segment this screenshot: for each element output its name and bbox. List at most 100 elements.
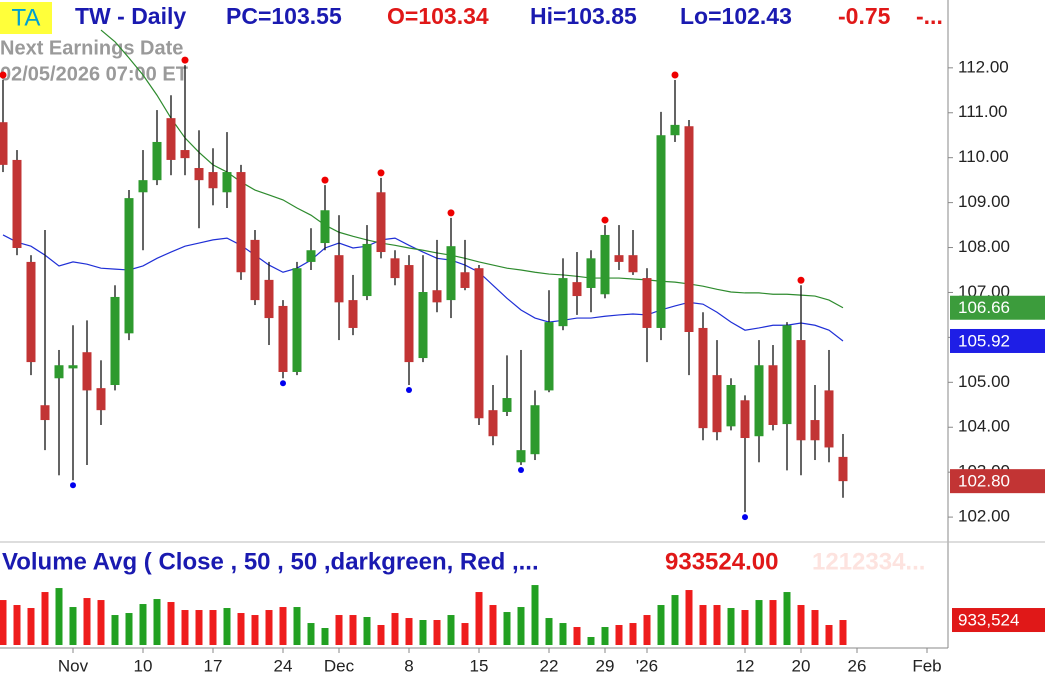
candle-body: [544, 322, 554, 391]
last-value-label: 102.80: [958, 472, 1010, 491]
volume-bar: [97, 600, 105, 645]
volume-bar: [419, 620, 427, 645]
candle-body: [250, 239, 260, 301]
x-tick-label: Dec: [324, 656, 355, 675]
candle-body: [138, 180, 148, 193]
candle-body: [110, 296, 120, 386]
volume-bar: [377, 625, 385, 645]
last-value-tag: [950, 469, 1045, 494]
pivot-high: [0, 71, 7, 79]
pivot-low: [742, 514, 748, 521]
candle-body: [614, 255, 624, 262]
candle-body: [474, 268, 484, 419]
candle-body: [292, 268, 302, 372]
volume-bar: [741, 610, 749, 645]
x-tick-label: 22: [540, 656, 559, 675]
candle-body: [628, 255, 638, 273]
candle-body: [278, 305, 288, 372]
pivot-high: [321, 176, 329, 184]
candle-body: [362, 243, 372, 297]
y-tick-label: 105.00: [958, 372, 1010, 391]
volume-bar: [237, 613, 245, 645]
y-tick-label: 109.00: [958, 192, 1010, 211]
pivot-high: [377, 169, 385, 177]
pivot-high: [671, 71, 679, 79]
x-tick-label: 15: [470, 656, 489, 675]
candle-body: [0, 122, 8, 165]
change: -0.75: [838, 3, 891, 29]
volume-bar: [279, 607, 287, 645]
pivot-high: [797, 276, 805, 284]
open: O=103.34: [387, 3, 489, 29]
volume-bar: [293, 607, 301, 645]
volume-bar: [0, 600, 7, 645]
volume-bar: [223, 608, 231, 645]
candle-body: [754, 365, 764, 437]
volume-bar: [587, 636, 595, 645]
candle-body: [390, 258, 400, 279]
volume-bar: [629, 623, 637, 645]
candle-body: [642, 278, 652, 328]
candle-body: [670, 124, 680, 136]
candle-body: [236, 172, 246, 273]
volume-bar: [433, 620, 441, 645]
pivot-low: [406, 387, 412, 394]
symbol: TA: [12, 4, 41, 31]
candle-body: [824, 390, 834, 448]
volume-bar: [503, 612, 511, 645]
previous-close: PC=103.55: [226, 3, 342, 29]
high: Hi=103.85: [530, 3, 637, 29]
more: -...: [916, 3, 943, 29]
last-value-label: 105.92: [958, 331, 1010, 350]
candle-body: [586, 258, 596, 288]
x-tick-label: 24: [274, 656, 293, 675]
candle-body: [40, 405, 50, 421]
volume-bar: [111, 615, 119, 645]
volume-bar: [447, 615, 455, 645]
candle-body: [376, 192, 386, 253]
volume-bar: [265, 610, 273, 645]
candle-body: [796, 340, 806, 441]
volume-bar: [713, 605, 721, 645]
volume-bar: [363, 617, 371, 645]
volume-bar: [83, 598, 91, 645]
pivot-low: [280, 380, 286, 387]
candle-body: [810, 420, 820, 441]
low: Lo=102.43: [680, 3, 792, 29]
volume-bar: [685, 590, 693, 645]
volume-bar: [769, 600, 777, 645]
last-volume-tag: [952, 608, 1045, 633]
candle-body: [12, 159, 22, 248]
moving-average: [100, 29, 844, 309]
volume-value: 933524.00: [665, 548, 778, 575]
symbol-box: [0, 2, 52, 34]
volume-bar: [783, 592, 791, 645]
volume-bar: [643, 615, 651, 645]
volume-average: 1212334...: [812, 548, 925, 575]
volume-bar: [559, 623, 567, 645]
candle-body: [558, 278, 568, 327]
last-value-tag: [950, 295, 1045, 320]
candle-body: [306, 250, 316, 262]
volume-bar: [517, 607, 525, 645]
title: TW - Daily: [75, 3, 186, 29]
candle-body: [264, 279, 274, 319]
x-tick-label: Feb: [912, 656, 941, 675]
x-tick-label: 17: [204, 656, 223, 675]
x-tick-label: 29: [596, 656, 615, 675]
volume-bar: [349, 615, 357, 645]
candle-body: [684, 126, 694, 332]
candle-body: [208, 172, 218, 189]
volume-bar: [167, 602, 175, 645]
candle-body: [838, 456, 848, 482]
volume-bar: [195, 610, 203, 645]
x-tick-label: 20: [792, 656, 811, 675]
volume-bar: [209, 610, 217, 645]
candle-body: [124, 198, 134, 334]
pivot-high: [447, 209, 455, 217]
candle-body: [516, 450, 526, 463]
y-tick-label: 108.00: [958, 237, 1010, 256]
x-tick-label: 8: [404, 656, 413, 675]
